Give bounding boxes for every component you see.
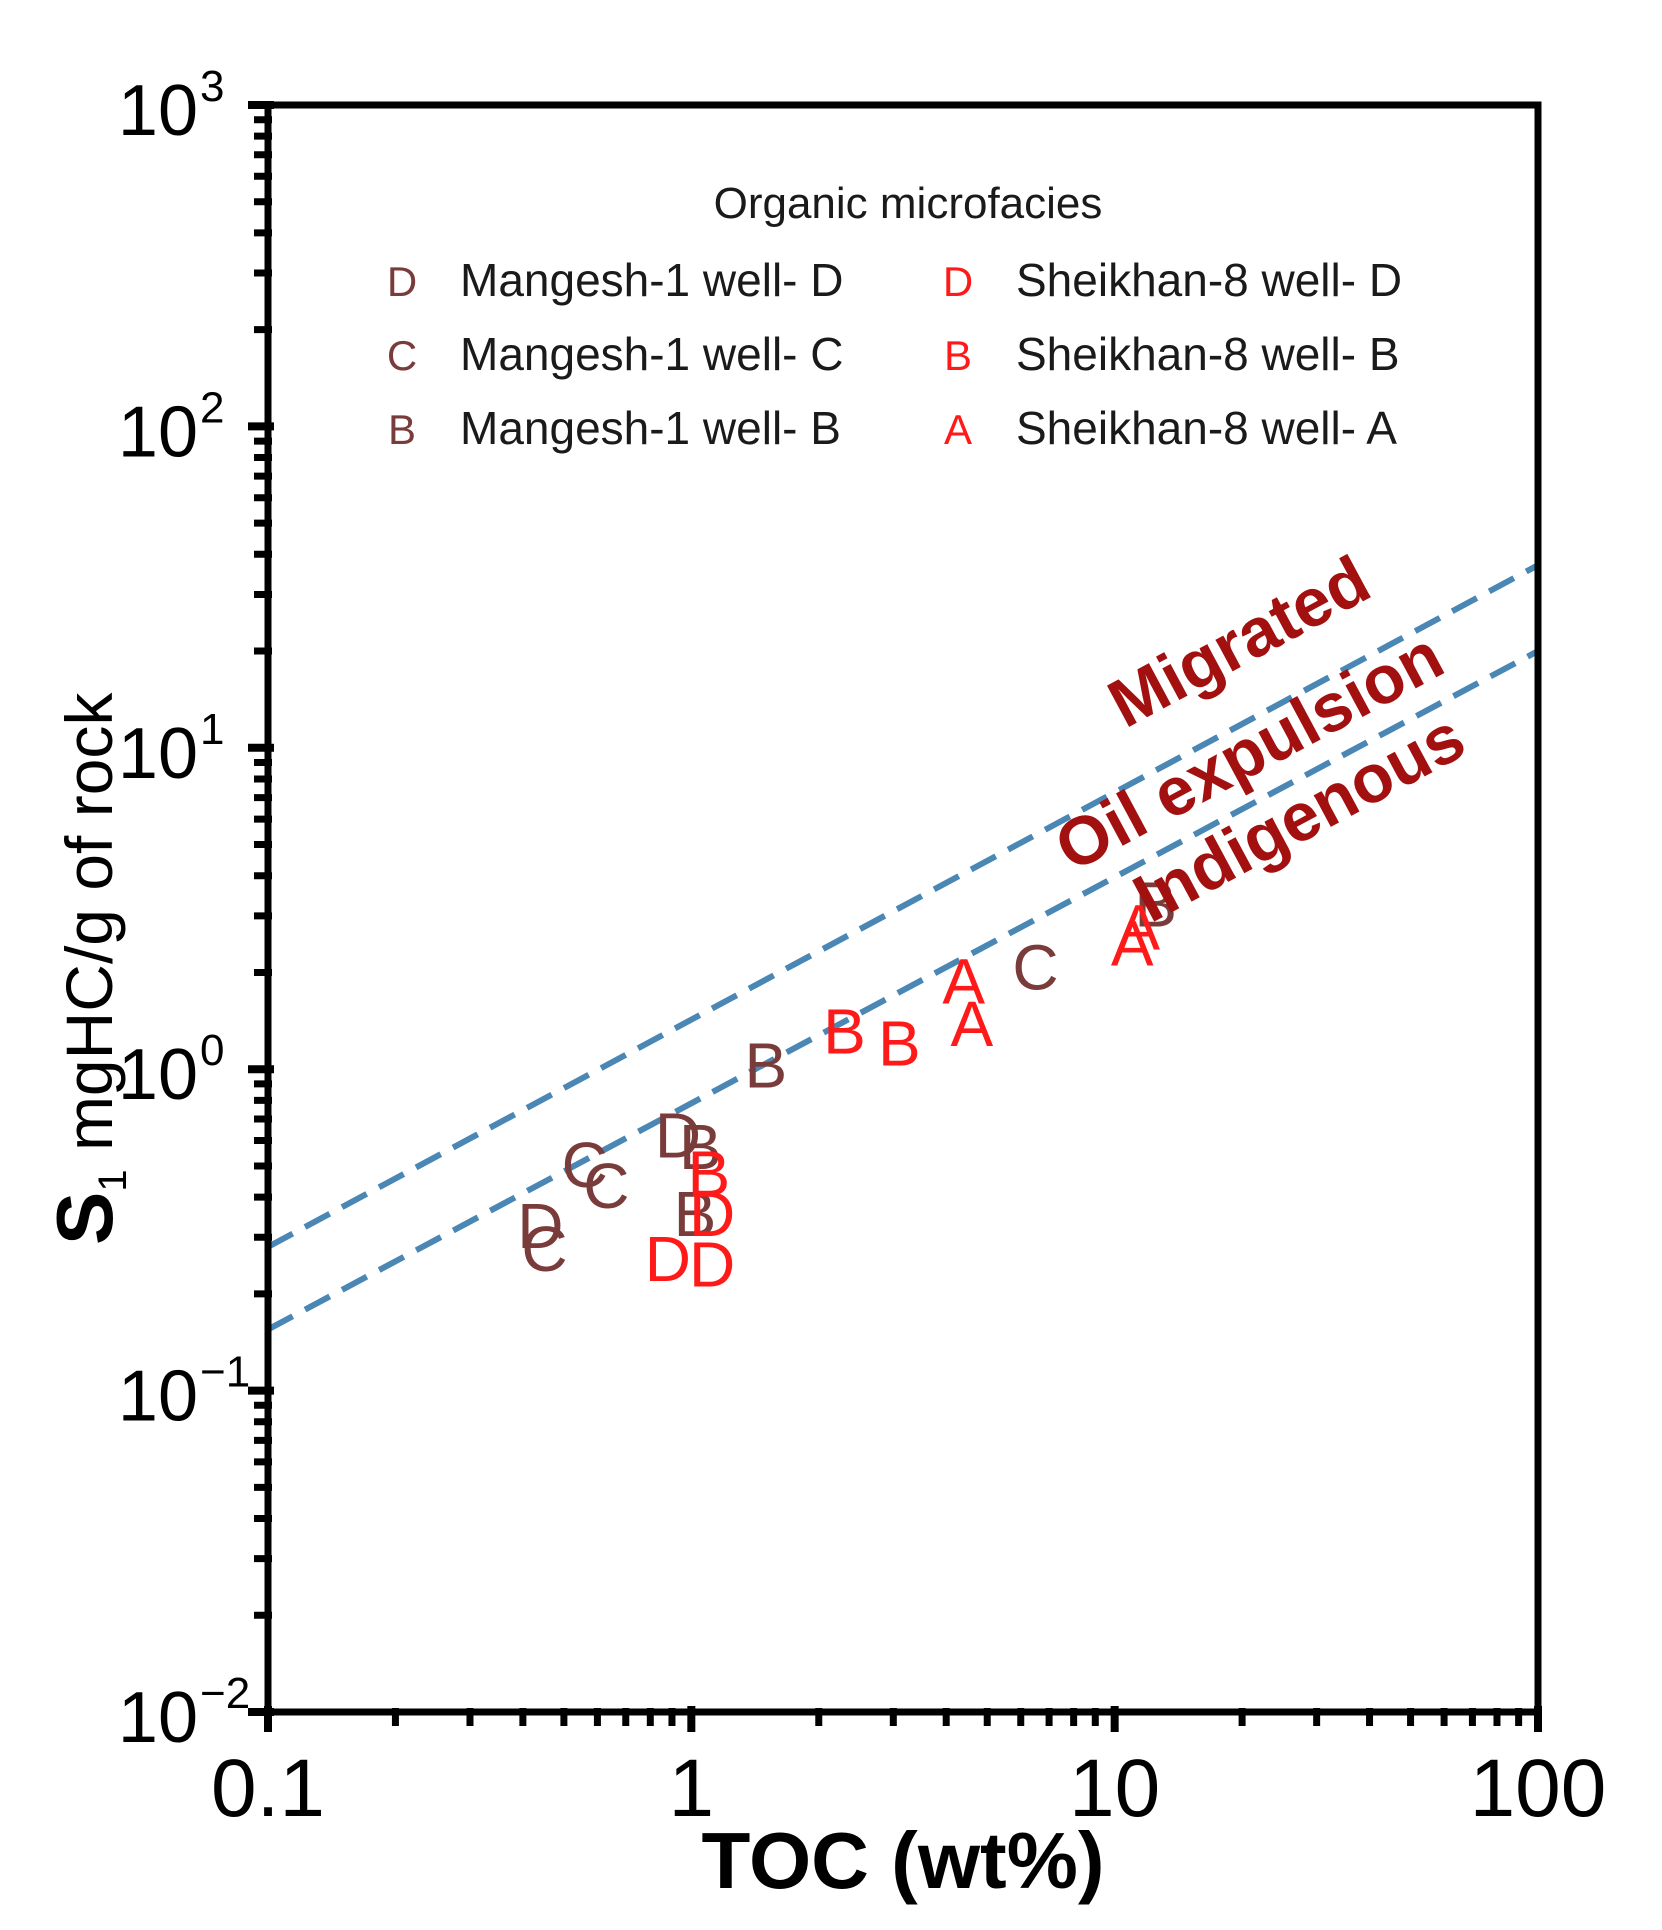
boundary-line-upper-boundary	[266, 562, 1540, 1250]
y-tick-label: 10	[118, 392, 198, 472]
y-tick-label: 10	[118, 1357, 198, 1437]
data-point: B	[878, 1007, 921, 1079]
x-tick-label: 0.1	[211, 1743, 325, 1834]
data-point: D	[655, 1100, 701, 1172]
data-point: C	[521, 1213, 567, 1285]
y-tick-label: 10	[118, 1035, 198, 1115]
legend-label: Mangesh-1 well- B	[460, 402, 841, 454]
y-tick-base: 10	[118, 714, 198, 794]
data-point: D	[645, 1223, 691, 1295]
y-tick-base: 10	[118, 1678, 198, 1758]
legend-label: Mangesh-1 well- D	[460, 254, 843, 306]
y-label-main: S	[40, 1192, 129, 1245]
y-tick-base: 10	[118, 392, 198, 472]
y-tick-label: 10	[118, 1678, 198, 1758]
legend-symbol: B	[388, 406, 416, 453]
boundary-lines	[266, 562, 1540, 1333]
y-tick-base: 10	[118, 1357, 198, 1437]
data-point: A	[942, 946, 985, 1018]
y-tick-exponent: 2	[200, 383, 224, 432]
y-axis-label: S1 mgHC/g of rock	[40, 692, 135, 1245]
legend-label: Sheikhan-8 well- A	[1016, 402, 1397, 454]
data-point: C	[583, 1150, 629, 1222]
data-point: A	[1111, 907, 1154, 979]
data-point: C	[562, 1129, 608, 1201]
data-point: D	[517, 1190, 563, 1262]
y-tick-exponent: −2	[200, 1669, 250, 1718]
legend-label: Sheikhan-8 well- D	[1016, 254, 1402, 306]
legend-symbol: A	[944, 406, 972, 453]
legend-label: Mangesh-1 well- C	[460, 328, 843, 380]
boundary-line-lower-boundary	[266, 648, 1540, 1333]
y-tick-label: 10	[118, 714, 198, 794]
x-tick-label: 100	[1470, 1743, 1607, 1834]
data-point: B	[674, 1178, 717, 1250]
legend-symbol: B	[944, 332, 972, 379]
y-tick-exponent: 3	[200, 62, 224, 111]
data-point: A	[951, 988, 994, 1060]
legend-symbol: D	[943, 258, 973, 305]
data-point: A	[1117, 891, 1160, 963]
y-label-rest: mgHC/g of rock	[52, 692, 126, 1170]
data-point: C	[1012, 932, 1058, 1004]
data-point: B	[679, 1111, 722, 1183]
legend-symbol: C	[387, 332, 417, 379]
plot-frame	[264, 101, 1542, 1716]
data-point: D	[689, 1229, 735, 1301]
y-tick-exponent: 1	[200, 705, 224, 754]
legend-label: Sheikhan-8 well- B	[1016, 328, 1400, 380]
x-tick-label: 1	[669, 1743, 715, 1834]
y-tick-base: 10	[118, 1035, 198, 1115]
y-tick-base: 10	[118, 71, 198, 151]
y-tick-exponent: −1	[200, 1348, 250, 1397]
y-tick-label: 10	[118, 71, 198, 151]
legend-title: Organic microfacies	[714, 179, 1103, 228]
legend-symbol: D	[387, 258, 417, 305]
data-point: B	[1134, 869, 1177, 941]
data-point: D	[689, 1178, 735, 1250]
axis-labels: TOC (wt%)S1 mgHC/g of rock	[40, 692, 1104, 1905]
data-point: B	[823, 995, 866, 1067]
data-point: B	[745, 1030, 788, 1102]
legend: Organic microfacies D Mangesh-1 well- D C Ma…	[387, 179, 1402, 454]
data-point: B	[688, 1138, 731, 1210]
x-axis-label: TOC (wt%)	[702, 1816, 1105, 1905]
y-label-subscript: 1	[91, 1169, 135, 1191]
x-tick-label: 10	[1069, 1743, 1160, 1834]
y-tick-exponent: 0	[200, 1026, 224, 1075]
